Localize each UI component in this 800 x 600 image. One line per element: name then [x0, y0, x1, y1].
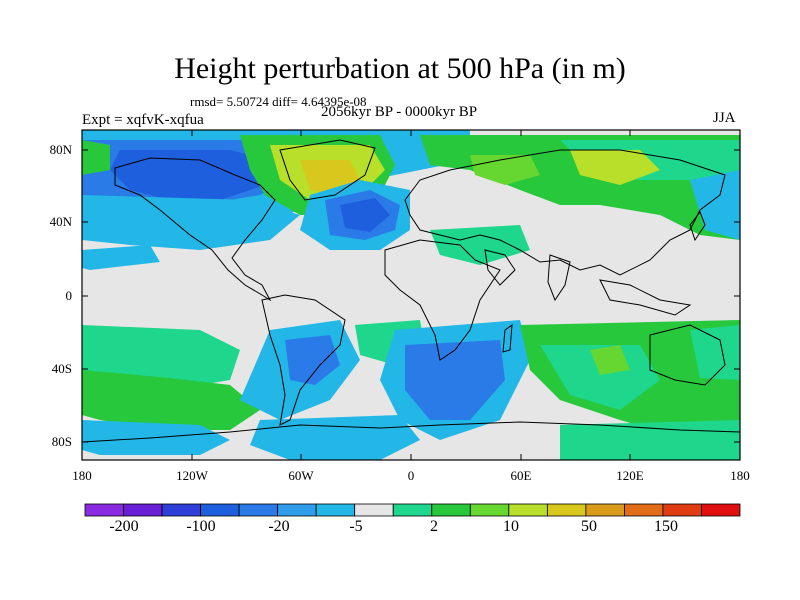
colorbar-box: [277, 503, 317, 517]
coastline-eurasia: [404, 149, 726, 276]
coastline-greenland: [279, 139, 376, 201]
lat-label-80s: 80S: [51, 434, 72, 449]
contour-arctic-darkblue: [110, 150, 270, 200]
coastline-south-america: [261, 294, 346, 426]
colorbar-box: [431, 503, 471, 517]
coastline-arabia: [484, 249, 516, 286]
colorbar-box: [200, 503, 240, 517]
contour-atlantic-darkblue: [340, 198, 390, 232]
colorbar-label: -100: [186, 518, 216, 535]
colorbar-box: [585, 503, 625, 517]
colorbar-box: [123, 503, 163, 517]
lon-label-60e: 60E: [510, 468, 532, 483]
colorbar-box: [508, 503, 548, 517]
colorbar-label: 150: [654, 518, 678, 535]
colorbar-box: [392, 503, 433, 517]
coastline-australia: [649, 324, 726, 386]
contour-southafrica-blue: [405, 340, 505, 420]
colorbar-box: [161, 503, 201, 517]
coastline-southeast-asia: [599, 279, 692, 316]
lon-label-0: 0: [407, 468, 415, 483]
period-label: 2056kyr BP - 0000kyr BP: [321, 104, 478, 120]
lat-label-0: 0: [65, 288, 73, 303]
colorbar-label: -5: [349, 518, 363, 535]
coastline-north-america: [114, 157, 276, 302]
map-ticks: [81, 130, 741, 460]
lat-label-80n: 80N: [49, 142, 72, 157]
lat-label-40n: 40N: [49, 214, 72, 229]
colorbar-label: 50: [581, 518, 597, 535]
lon-label-180w: 180: [72, 468, 92, 483]
colorbar-label: 2: [430, 518, 438, 535]
lon-label-180e: 180: [730, 468, 750, 483]
coastline-japan: [689, 210, 706, 242]
contour-southamerica-blue: [285, 335, 340, 385]
coastline-madagascar: [502, 323, 513, 353]
coastline-india: [547, 254, 571, 302]
contour-southpacific-green: [82, 370, 260, 430]
coastline-antarctica: [82, 421, 740, 443]
contour-pacific-cyan-east: [690, 170, 740, 240]
contour-antarctic-teal: [560, 420, 740, 460]
contour-canada-green: [82, 140, 110, 175]
coastline-africa: [384, 239, 501, 361]
colorbar-box: [469, 503, 510, 517]
colorbar-box: [624, 503, 664, 517]
lon-label-60w: 60W: [288, 468, 314, 483]
lat-label-40s: 40S: [51, 361, 72, 376]
contour-pacific-cyan: [82, 195, 300, 250]
colorbar-box: [315, 503, 356, 517]
colorbar-box: [354, 503, 394, 517]
stats-text: rmsd= 5.50724 diff= 4.64395e-08: [190, 94, 367, 109]
figure-title: Height perturbation at 500 hPa (in m): [174, 52, 626, 85]
season-label: JJA: [713, 110, 736, 126]
contour-siberia-yellowgreen: [570, 150, 660, 185]
colorbar-box: [701, 503, 741, 517]
contour-pacific-teal: [82, 245, 160, 270]
experiment-label: Expt = xqfvK-xqfua: [82, 112, 204, 128]
lon-label-120e: 120E: [616, 468, 644, 483]
colorbar-label: -20: [268, 518, 290, 535]
colorbar-label: -200: [109, 518, 139, 535]
colorbar-box: [238, 503, 279, 517]
colorbar-box: [546, 503, 587, 517]
colorbar-box: [662, 503, 702, 517]
coastlines: [82, 139, 740, 443]
contour-indian-yellowgreen: [590, 345, 630, 375]
contour-southindian-teal: [540, 345, 660, 410]
colorbar: [84, 503, 741, 517]
lon-label-120w: 120W: [176, 468, 208, 483]
colorbar-label: 10: [503, 518, 519, 535]
contour-australia-teal: [690, 325, 740, 380]
colorbar-box: [84, 503, 124, 517]
